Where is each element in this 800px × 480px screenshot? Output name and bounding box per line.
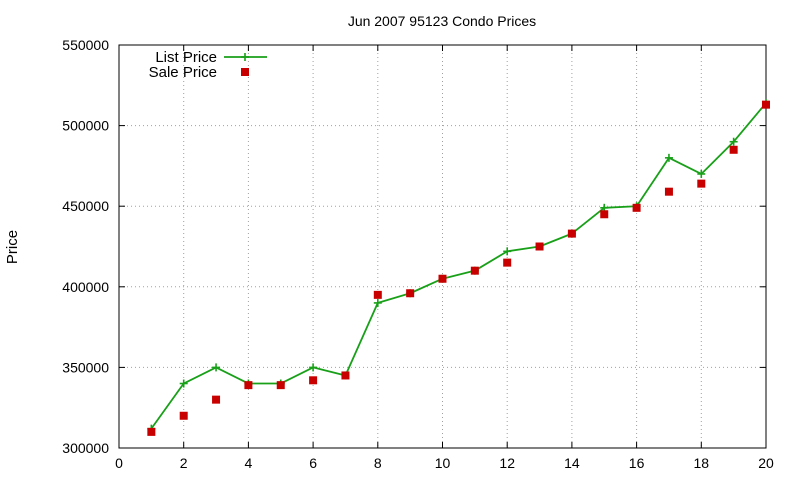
x-tick-label: 16	[629, 455, 645, 471]
legend-sale-price-label: Sale Price	[149, 64, 217, 81]
sale-price-point	[147, 427, 156, 436]
legend-square-marker	[241, 68, 249, 76]
sale-price-point	[632, 203, 641, 212]
list-price-point	[697, 169, 706, 178]
x-tick-label: 18	[694, 455, 710, 471]
sale-price-point	[212, 395, 221, 404]
sale-price-point	[762, 100, 770, 109]
list-price-point	[373, 298, 382, 307]
sale-price-point	[276, 381, 285, 390]
x-tick-label: 2	[180, 455, 188, 471]
x-tick-label: 0	[115, 455, 123, 471]
y-tick-label: 550000	[62, 37, 109, 53]
sale-price-point	[179, 411, 188, 420]
x-tick-label: 4	[245, 455, 253, 471]
x-tick-label: 10	[435, 455, 451, 471]
y-axis-title: Price	[4, 230, 21, 264]
sale-price-point	[438, 274, 447, 283]
y-tick-label: 400000	[62, 279, 109, 295]
sale-price-point	[535, 242, 544, 251]
x-tick-label: 20	[758, 455, 774, 471]
sale-price-point	[244, 381, 253, 390]
sale-price-point	[600, 210, 609, 219]
legend-plus-marker	[241, 53, 249, 61]
series-layer	[147, 99, 770, 436]
x-tick-label: 8	[374, 455, 382, 471]
list-price-line	[150, 102, 767, 430]
y-tick-label: 350000	[62, 359, 109, 375]
legend-list-price-label: List Price	[155, 49, 217, 66]
x-tick-label: 12	[499, 455, 515, 471]
axis-ticks: 0 2 4 6 8 10 12 14 16 18 20 300000 350000 400000 45000…	[62, 37, 774, 471]
list-price-point	[212, 363, 221, 372]
grid	[119, 45, 766, 448]
sale-price-point	[729, 145, 738, 154]
sale-price-point	[470, 266, 479, 275]
x-tick-label: 6	[309, 455, 317, 471]
sale-price-point	[503, 258, 512, 267]
list-price-point	[309, 363, 318, 372]
sale-price-point	[341, 371, 350, 380]
y-tick-label: 300000	[62, 440, 109, 456]
list-price-point	[664, 153, 673, 162]
sale-price-point	[373, 290, 382, 299]
sale-price-point	[697, 179, 706, 188]
list-price-point	[503, 247, 512, 256]
list-price-point	[729, 137, 738, 146]
list-price-point	[179, 379, 188, 388]
y-tick-label: 450000	[62, 198, 109, 214]
sale-price-point	[664, 187, 673, 196]
sale-price-point	[567, 229, 576, 238]
x-tick-label: 14	[564, 455, 580, 471]
y-tick-label: 500000	[62, 118, 109, 134]
sale-price-point	[309, 376, 318, 385]
sale-price-point	[406, 289, 415, 298]
chart-title: Jun 2007 95123 Condo Prices	[348, 13, 536, 29]
